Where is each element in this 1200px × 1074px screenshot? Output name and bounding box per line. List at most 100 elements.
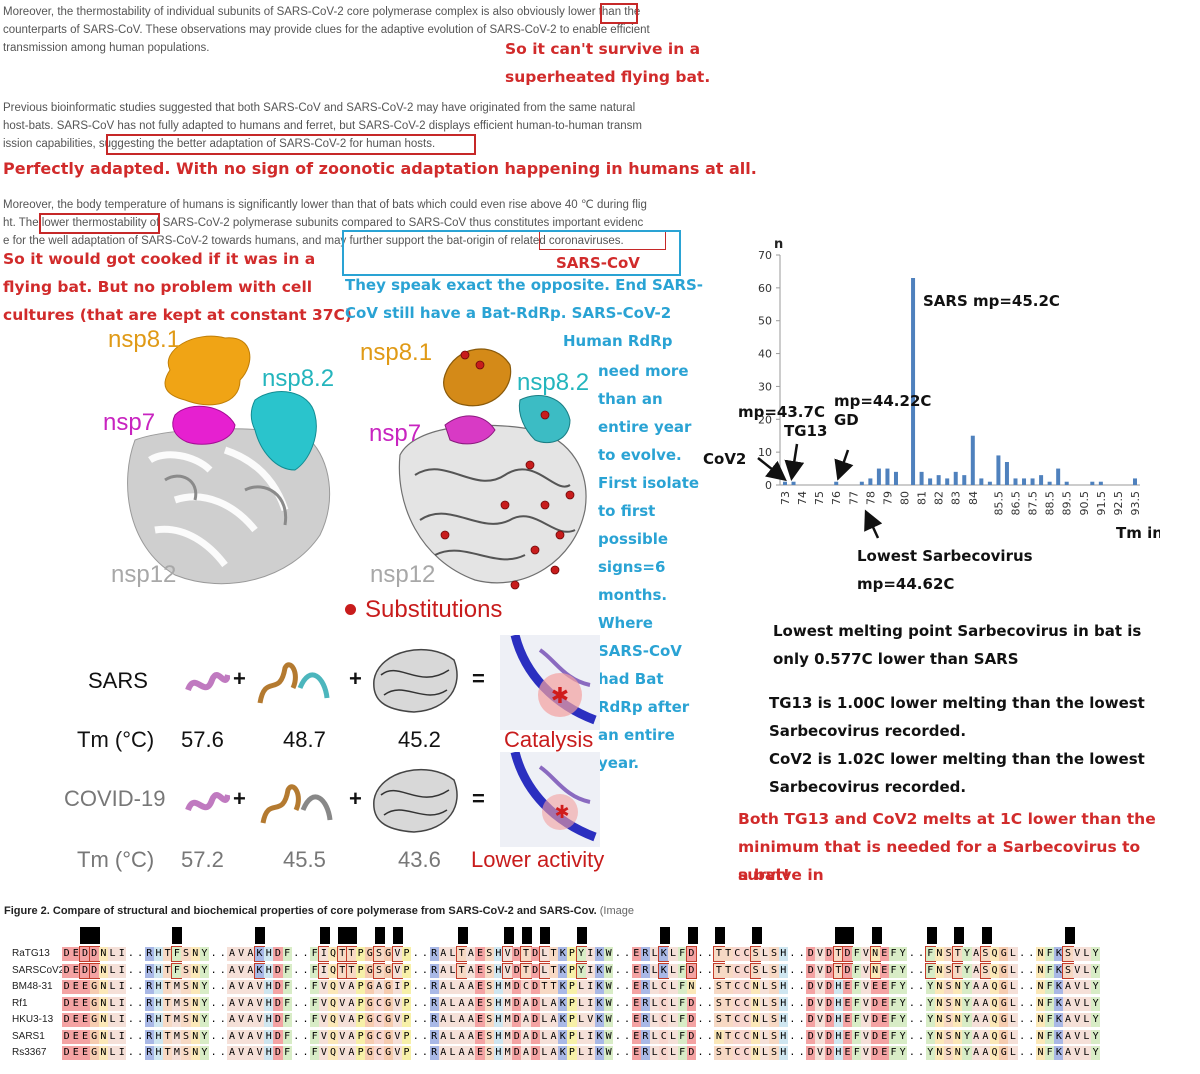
residue: D [870, 1013, 880, 1027]
alignment-row-name: BM48-31 [12, 981, 53, 992]
residue: W [604, 1046, 614, 1060]
residue: C [659, 1013, 669, 1027]
residue: G [365, 996, 375, 1011]
blue-line-8: to first [598, 502, 656, 520]
residue: L [576, 1029, 586, 1044]
residue: I [585, 1046, 595, 1060]
variant-marker [577, 927, 588, 944]
residue: E [879, 996, 889, 1011]
residue: V [1072, 963, 1082, 978]
residue: V [236, 996, 246, 1011]
residue: N [751, 996, 761, 1011]
residue: Q [989, 996, 1000, 1011]
residue: . [412, 981, 419, 992]
residue: S [181, 963, 191, 978]
residue: G [365, 980, 375, 994]
chart-bar [911, 278, 916, 485]
residue: F [282, 1046, 292, 1060]
residue: H [264, 1046, 274, 1060]
residue: R [144, 980, 154, 994]
residue: K [253, 946, 266, 962]
residue: . [1019, 997, 1026, 1009]
tm-sars-nsp12: 45.2 [398, 727, 441, 752]
paragraph-3-line-1: Moreover, the body temperature of humans… [3, 199, 647, 211]
residue: . [614, 1014, 621, 1025]
residue: A [438, 1029, 448, 1044]
residue: P [401, 1013, 412, 1027]
alignment-row-name: SARSCoV2 [12, 964, 65, 976]
residue: . [624, 964, 631, 976]
residue: A [980, 1046, 990, 1060]
x-tick-label: 83 [950, 491, 963, 505]
variant-marker [954, 927, 965, 944]
residue: V [815, 996, 825, 1011]
residue: D [62, 1046, 72, 1060]
residue: L [650, 980, 660, 994]
residue: Y [898, 947, 908, 961]
residue: N [190, 1029, 200, 1044]
y-tick-label: 50 [758, 315, 772, 328]
variant-marker [457, 927, 468, 944]
residue: S [181, 980, 191, 994]
residue: G [383, 963, 393, 978]
residue: . [697, 964, 704, 976]
x-tick-label: 75 [813, 491, 826, 505]
residue: I [117, 1029, 127, 1044]
residue: L [650, 1046, 660, 1060]
residue: . [127, 997, 134, 1009]
variant-marker [338, 927, 348, 944]
residue: A [457, 980, 467, 994]
residue: . [918, 997, 925, 1009]
residue: F [852, 996, 862, 1011]
residue: H [493, 1029, 503, 1044]
residue: V [1072, 996, 1082, 1011]
residue: K [1054, 1013, 1064, 1027]
residue: S [181, 996, 191, 1011]
residue: H [264, 996, 274, 1011]
residue: A [346, 1029, 356, 1044]
residue: N [190, 947, 200, 961]
residue: N [751, 980, 761, 994]
residue: . [210, 981, 217, 992]
residue: L [760, 980, 770, 994]
residue: E [475, 1046, 485, 1060]
residue: S [484, 1029, 494, 1044]
note-tg13-2: Sarbecovirus recorded. [769, 722, 967, 740]
residue: L [760, 947, 770, 961]
residue: D [62, 1029, 72, 1044]
residue: . [137, 1047, 144, 1058]
residue: . [624, 1030, 631, 1042]
tm-covid-nsp7: 57.2 [181, 847, 224, 872]
residue: G [89, 1046, 99, 1060]
residue: . [293, 948, 300, 959]
residue: V [391, 946, 403, 962]
residue: . [624, 1014, 631, 1025]
paragraph-1-line-1: Moreover, the thermostability of individ… [3, 6, 641, 18]
residue: D [512, 963, 522, 978]
residue: N [934, 1046, 944, 1060]
residue: K [1054, 963, 1064, 978]
residue: P [567, 947, 577, 961]
residue: A [980, 996, 990, 1011]
residue: G [999, 1029, 1009, 1044]
residue: . [421, 948, 428, 959]
residue: A [1063, 980, 1073, 994]
residue: I [318, 962, 330, 979]
residue: Q [989, 963, 1000, 978]
residue: T [456, 962, 468, 979]
residue: V [1072, 947, 1082, 961]
residue: Y [925, 1029, 935, 1044]
residue: K [558, 963, 568, 978]
residue: D [841, 946, 854, 962]
residue: C [732, 963, 742, 978]
residue: L [668, 980, 678, 994]
residue: Y [199, 996, 209, 1011]
residue: Y [925, 980, 935, 994]
chart-bar [928, 478, 933, 485]
residue: L [107, 947, 118, 961]
residue: G [365, 947, 375, 961]
residue: C [374, 1013, 384, 1027]
row-label-covid: COVID-19 [64, 786, 166, 811]
residue: . [210, 1047, 217, 1058]
residue: F [310, 947, 320, 961]
